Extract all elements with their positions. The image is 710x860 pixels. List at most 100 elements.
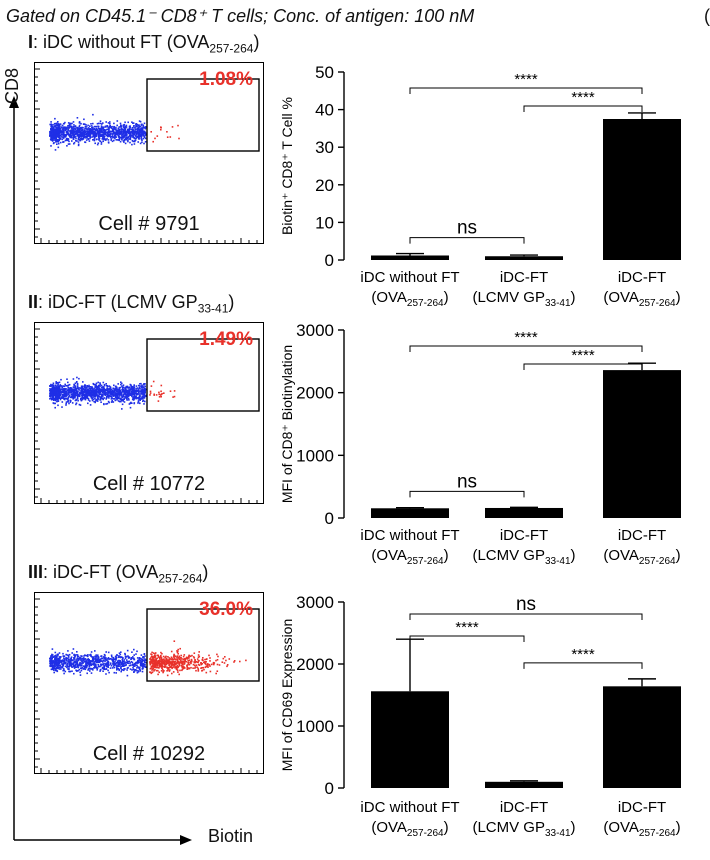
ungated-cell-dot bbox=[69, 125, 72, 128]
ungated-cell-dot bbox=[119, 126, 122, 128]
ungated-cell-dot bbox=[76, 396, 79, 399]
ungated-cell-dot bbox=[117, 127, 120, 130]
gated-cell-dot bbox=[176, 668, 178, 671]
gated-cell-dot bbox=[177, 653, 179, 655]
ungated-cell-dot bbox=[81, 391, 83, 393]
ungated-cell-dot bbox=[102, 126, 105, 129]
ungated-cell-dot bbox=[52, 656, 55, 658]
ungated-cell-dot bbox=[99, 122, 102, 125]
ungated-cell-dot bbox=[122, 140, 125, 142]
ungated-cell-dot bbox=[118, 665, 120, 667]
gated-cell-dot bbox=[159, 659, 161, 661]
ungated-cell-dot bbox=[132, 399, 135, 401]
gated-cell-dot bbox=[150, 663, 152, 665]
ungated-cell-dot bbox=[135, 396, 137, 398]
ungated-cell-dot bbox=[90, 660, 93, 662]
gated-cell-dot bbox=[187, 662, 190, 665]
gated-cell-dot bbox=[161, 661, 164, 664]
ungated-cell-dot bbox=[86, 129, 88, 131]
ungated-cell-dot bbox=[72, 386, 75, 388]
ungated-cell-dot bbox=[104, 660, 106, 663]
ungated-cell-dot bbox=[124, 652, 126, 655]
ungated-cell-dot bbox=[73, 661, 76, 664]
ungated-cell-dot bbox=[54, 406, 56, 409]
gated-cell-dot bbox=[171, 667, 173, 670]
ungated-cell-dot bbox=[107, 388, 109, 390]
ungated-cell-dot bbox=[51, 135, 53, 138]
ungated-cell-dot bbox=[112, 656, 115, 659]
ungated-cell-dot bbox=[133, 125, 135, 127]
ungated-cell-dot bbox=[106, 659, 108, 662]
gated-cell-dot bbox=[194, 666, 197, 668]
ungated-cell-dot bbox=[52, 392, 54, 395]
x-axis-arrowhead bbox=[180, 835, 192, 845]
ungated-cell-dot bbox=[61, 131, 64, 134]
gated-cell-dot bbox=[174, 663, 176, 666]
ungated-cell-dot bbox=[124, 668, 126, 670]
ungated-cell-dot bbox=[88, 392, 91, 394]
ungated-cell-dot bbox=[68, 383, 71, 386]
ungated-cell-dot bbox=[117, 660, 119, 662]
ungated-cell-dot bbox=[87, 128, 89, 130]
ungated-cell-dot bbox=[124, 125, 127, 128]
ungated-cell-dot bbox=[74, 393, 76, 395]
ungated-cell-dot bbox=[80, 127, 83, 130]
ungated-cell-dot bbox=[116, 667, 118, 670]
gated-cell-dot bbox=[154, 666, 157, 669]
ungated-cell-dot bbox=[89, 667, 91, 670]
ungated-cell-dot bbox=[139, 133, 141, 136]
category-sublabel: (OVA257-264) bbox=[371, 289, 448, 309]
ungated-cell-dot bbox=[68, 140, 70, 143]
ungated-cell-dot bbox=[92, 391, 94, 393]
ungated-cell-dot bbox=[139, 142, 142, 145]
ungated-cell-dot bbox=[92, 390, 95, 392]
panel-title-sub-3: 257-264 bbox=[158, 571, 203, 586]
ungated-cell-dot bbox=[112, 398, 115, 400]
ungated-cell-dot bbox=[137, 391, 140, 394]
ungated-cell-dot bbox=[64, 398, 66, 401]
ungated-cell-dot bbox=[96, 395, 99, 397]
ungated-cell-dot bbox=[122, 400, 124, 402]
gated-cell-dot bbox=[218, 664, 221, 666]
ungated-cell-dot bbox=[108, 135, 111, 137]
gate-box bbox=[146, 338, 260, 412]
ungated-cell-dot bbox=[142, 665, 145, 667]
ungated-cell-dot bbox=[135, 387, 137, 390]
gated-cell-dot bbox=[213, 662, 216, 664]
gated-cell-dot bbox=[151, 654, 153, 656]
gated-cell-dot bbox=[170, 658, 173, 661]
ungated-cell-dot bbox=[102, 140, 104, 143]
ungated-cell-dot bbox=[105, 651, 107, 653]
ungated-cell-dot bbox=[85, 126, 88, 128]
ungated-cell-dot bbox=[77, 390, 79, 393]
ungated-cell-dot bbox=[67, 133, 69, 135]
gated-cell-dot bbox=[163, 662, 165, 665]
ungated-cell-dot bbox=[79, 139, 81, 142]
gated-cell-dot bbox=[165, 662, 168, 665]
ungated-cell-dot bbox=[82, 657, 85, 659]
ungated-cell-dot bbox=[75, 659, 77, 661]
ungated-cell-dot bbox=[54, 660, 56, 663]
ungated-cell-dot bbox=[127, 662, 130, 665]
gated-cell-dot bbox=[166, 136, 169, 138]
ungated-cell-dot bbox=[128, 386, 131, 389]
ungated-cell-dot bbox=[119, 398, 122, 401]
ungated-cell-dot bbox=[83, 132, 86, 135]
gated-cell-dot bbox=[177, 648, 179, 651]
ungated-cell-dot bbox=[57, 398, 59, 400]
significance-bracket bbox=[523, 105, 643, 112]
ungated-cell-dot bbox=[78, 136, 80, 139]
ungated-cell-dot bbox=[141, 663, 143, 665]
gated-cell-dot bbox=[159, 665, 162, 668]
ungated-cell-dot bbox=[140, 654, 143, 656]
ungated-cell-dot bbox=[73, 135, 75, 138]
ungated-cell-dot bbox=[59, 384, 62, 386]
ungated-cell-dot bbox=[59, 394, 62, 396]
ungated-cell-dot bbox=[133, 395, 136, 397]
gated-cell-dot bbox=[158, 664, 161, 666]
ungated-cell-dot bbox=[69, 131, 72, 134]
ungated-cell-dot bbox=[124, 390, 126, 392]
ungated-cell-dot bbox=[138, 131, 140, 133]
gated-cell-dot bbox=[180, 657, 182, 659]
ungated-cell-dot bbox=[67, 401, 69, 403]
